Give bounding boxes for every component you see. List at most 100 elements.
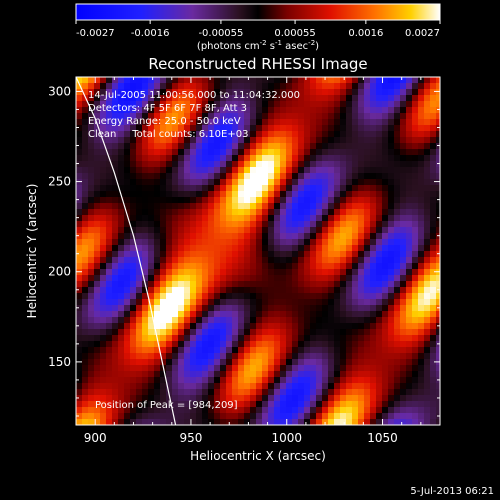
heatmap-cell	[232, 233, 239, 240]
heatmap-cell	[346, 365, 353, 372]
heatmap-cell	[334, 245, 341, 252]
heatmap-cell	[244, 149, 251, 156]
heatmap-cell	[130, 239, 137, 246]
heatmap-cell	[256, 143, 263, 150]
heatmap-cell	[274, 401, 281, 408]
heatmap-cell	[232, 131, 239, 138]
heatmap-cell	[136, 107, 143, 114]
heatmap-cell	[292, 89, 299, 96]
heatmap-cell	[274, 413, 281, 420]
heatmap-cell	[232, 95, 239, 102]
heatmap-cell	[160, 149, 167, 156]
heatmap-cell	[316, 275, 323, 282]
heatmap-cell	[118, 143, 125, 150]
heatmap-cell	[322, 239, 329, 246]
heatmap-cell	[352, 233, 359, 240]
heatmap-cell	[220, 371, 227, 378]
heatmap-cell	[214, 305, 221, 312]
heatmap-cell	[298, 359, 305, 366]
heatmap-cell	[424, 347, 431, 354]
heatmap-cell	[220, 269, 227, 276]
heatmap-cell	[280, 149, 287, 156]
heatmap-cell	[370, 371, 377, 378]
y-axis-label: Heliocentric Y (arcsec)	[25, 184, 39, 319]
heatmap-cell	[394, 155, 401, 162]
heatmap-cell	[328, 257, 335, 264]
heatmap-cell	[400, 185, 407, 192]
heatmap-cell	[76, 101, 83, 108]
heatmap-cell	[280, 389, 287, 396]
heatmap-cell	[310, 101, 317, 108]
heatmap-cell	[394, 251, 401, 258]
heatmap-cell	[154, 143, 161, 150]
heatmap-cell	[328, 287, 335, 294]
heatmap-cell	[88, 365, 95, 372]
heatmap-cell	[370, 149, 377, 156]
heatmap-cell	[94, 347, 101, 354]
heatmap-cell	[364, 335, 371, 342]
heatmap-cell	[160, 83, 167, 90]
heatmap-cell	[388, 239, 395, 246]
heatmap-cell	[148, 203, 155, 210]
heatmap-cell	[310, 227, 317, 234]
heatmap-cell	[274, 347, 281, 354]
heatmap-cell	[436, 257, 440, 264]
heatmap-cell	[262, 329, 269, 336]
heatmap-cell	[220, 251, 227, 258]
heatmap-cell	[382, 203, 389, 210]
heatmap-cell	[412, 353, 419, 360]
heatmap-cell	[136, 227, 143, 234]
heatmap-cell	[334, 197, 341, 204]
heatmap-cell	[304, 311, 311, 318]
heatmap-cell	[394, 419, 401, 425]
heatmap-cell	[124, 215, 131, 222]
heatmap-cell	[376, 263, 383, 270]
heatmap-cell	[370, 209, 377, 216]
heatmap-cell	[136, 197, 143, 204]
heatmap-cell	[436, 371, 440, 378]
heatmap-cell	[268, 347, 275, 354]
heatmap-cell	[280, 179, 287, 186]
heatmap-cell	[172, 137, 179, 144]
heatmap-cell	[316, 287, 323, 294]
heatmap-cell	[244, 305, 251, 312]
heatmap-cell	[298, 149, 305, 156]
heatmap-cell	[202, 239, 209, 246]
chart-title: Reconstructed RHESSI Image	[148, 55, 367, 73]
heatmap-cell	[154, 239, 161, 246]
heatmap-cell	[106, 137, 113, 144]
heatmap-cell	[94, 257, 101, 264]
heatmap-cell	[304, 215, 311, 222]
heatmap-cell	[214, 281, 221, 288]
heatmap-cell	[424, 245, 431, 252]
heatmap-cell	[214, 335, 221, 342]
heatmap-cell	[94, 227, 101, 234]
heatmap-cell	[286, 227, 293, 234]
heatmap-cell	[430, 179, 437, 186]
heatmap-cell	[430, 89, 437, 96]
heatmap-cell	[250, 221, 257, 228]
heatmap-cell	[130, 149, 137, 156]
heatmap-cell	[130, 209, 137, 216]
heatmap-cell	[124, 233, 131, 240]
heatmap-cell	[274, 227, 281, 234]
heatmap-cell	[424, 335, 431, 342]
heatmap-cell	[274, 245, 281, 252]
heatmap-cell	[148, 113, 155, 120]
heatmap-cell	[394, 95, 401, 102]
heatmap-cell	[316, 239, 323, 246]
heatmap-cell	[406, 401, 413, 408]
heatmap-cell	[358, 173, 365, 180]
heatmap-cell	[250, 305, 257, 312]
heatmap-cell	[196, 125, 203, 132]
heatmap-cell	[436, 209, 440, 216]
heatmap-cell	[406, 323, 413, 330]
heatmap-cell	[352, 419, 359, 425]
heatmap-cell	[184, 101, 191, 108]
heatmap-cell	[142, 323, 149, 330]
heatmap-cell	[250, 185, 257, 192]
heatmap-cell	[76, 155, 83, 162]
heatmap-cell	[244, 113, 251, 120]
heatmap-cell	[268, 77, 275, 84]
heatmap-cell	[328, 137, 335, 144]
